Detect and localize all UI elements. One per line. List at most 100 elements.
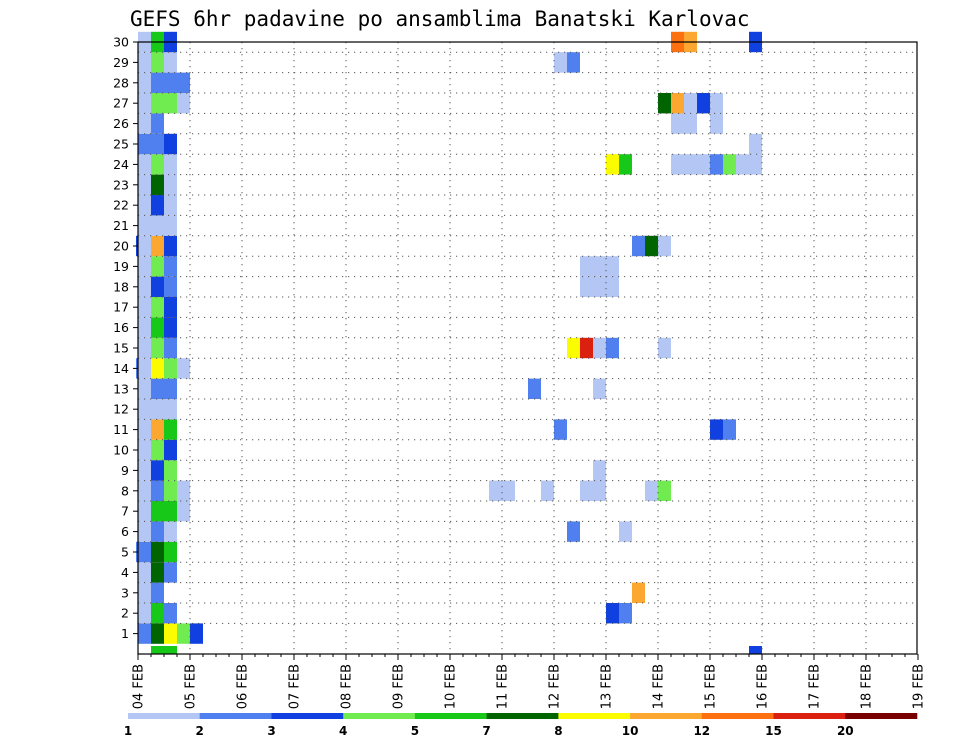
heat-cell — [138, 113, 151, 134]
y-tick-label: 15 — [113, 341, 129, 356]
heat-cell — [138, 276, 151, 297]
heat-cell — [138, 317, 151, 338]
x-tick-label: 17 FEB — [808, 664, 823, 709]
heat-cell — [138, 133, 151, 155]
y-tick-label: 26 — [113, 116, 129, 131]
heat-cell — [151, 337, 164, 359]
legend-label: 15 — [765, 724, 782, 738]
y-tick-label: 9 — [121, 463, 129, 478]
heat-cell — [164, 133, 177, 155]
y-tick-label: 5 — [121, 545, 129, 560]
legend-label: 20 — [837, 724, 854, 738]
legend-label: 7 — [482, 724, 490, 738]
heat-cell — [164, 337, 177, 359]
heat-cell — [658, 480, 671, 501]
heat-cell — [567, 337, 580, 359]
x-tick-label: 18 FEB — [860, 664, 875, 709]
heat-cell — [138, 562, 151, 583]
heat-cell — [151, 646, 164, 654]
heat-cell — [671, 93, 684, 114]
legend-swatch — [630, 713, 703, 719]
heat-cell — [151, 460, 164, 481]
heat-cell — [138, 195, 151, 216]
legend-swatch — [773, 713, 846, 719]
y-tick-label: 12 — [113, 402, 129, 417]
heat-cell — [190, 623, 203, 644]
heat-cell — [151, 358, 164, 379]
x-axis-ticks: 04 FEB 05 FEB 06 FEB 07 FEB 08 FEB 09 FEB 10 F… — [132, 654, 927, 709]
heat-cell — [177, 358, 190, 379]
heat-cell — [567, 52, 580, 73]
x-tick-label: 15 FEB — [704, 664, 719, 709]
y-tick-label: 10 — [113, 443, 129, 458]
heat-cell — [164, 154, 177, 175]
x-tick-label: 05 FEB — [184, 664, 199, 709]
y-axis-ticks: 1234567891011121314151617181920212223242… — [113, 35, 138, 641]
heat-cell — [580, 480, 593, 501]
x-tick-label: 12 FEB — [548, 664, 563, 709]
heat-cell — [151, 378, 164, 399]
heat-cell — [164, 562, 177, 583]
heat-cell — [658, 235, 671, 257]
heat-cell — [151, 154, 164, 175]
heat-cell — [164, 72, 177, 93]
heat-cell — [151, 501, 164, 522]
heat-cell — [658, 93, 671, 114]
y-tick-label: 22 — [113, 198, 129, 213]
y-tick-label: 24 — [113, 157, 129, 172]
heat-cell — [151, 562, 164, 583]
heat-cell — [723, 419, 736, 440]
y-tick-label: 3 — [121, 585, 129, 600]
heat-cell — [138, 582, 151, 603]
heat-cell — [177, 93, 190, 114]
heat-cell — [632, 235, 645, 257]
legend-label: 1 — [124, 724, 132, 738]
heat-cell — [138, 521, 151, 542]
heat-cell — [567, 521, 580, 542]
x-tick-label: 19 FEB — [912, 664, 927, 709]
chart-title: GEFS 6hr padavine po ansamblima Banatski… — [130, 7, 750, 31]
heat-cell — [580, 337, 593, 359]
heat-cell — [177, 501, 190, 522]
heat-cell — [645, 480, 658, 501]
heat-cell — [151, 582, 164, 603]
heat-cell — [619, 521, 632, 542]
heat-cell — [710, 113, 723, 134]
heat-cell — [502, 480, 515, 501]
y-tick-label: 1 — [121, 626, 129, 641]
heat-cell — [151, 235, 164, 257]
heat-cell — [151, 419, 164, 440]
plot-frame — [137, 41, 918, 655]
y-tick-label: 14 — [113, 361, 129, 376]
heat-cell — [164, 439, 177, 461]
x-tick-label: 13 FEB — [600, 664, 615, 709]
heat-cell — [151, 133, 164, 155]
heat-cell — [177, 72, 190, 93]
heat-cell — [138, 93, 151, 114]
heat-cell — [138, 480, 151, 501]
heat-cell — [593, 276, 606, 297]
y-tick-label: 19 — [113, 259, 129, 274]
heat-cell — [710, 154, 723, 175]
y-tick-label: 18 — [113, 279, 129, 294]
heat-cell — [151, 399, 164, 420]
heat-cell — [151, 276, 164, 297]
heat-cell — [580, 256, 593, 277]
x-tick-label: 09 FEB — [392, 664, 407, 709]
heat-cell — [580, 276, 593, 297]
heat-cell — [138, 154, 151, 175]
heat-cell — [593, 337, 606, 359]
legend-swatch — [701, 713, 774, 719]
heat-cell — [164, 358, 177, 379]
heat-cell — [164, 195, 177, 216]
heat-cell — [554, 419, 567, 440]
heat-cell — [151, 72, 164, 93]
heat-cell — [164, 646, 177, 654]
legend-label: 2 — [196, 724, 204, 738]
y-tick-label: 6 — [121, 524, 129, 539]
legend-label: 3 — [267, 724, 275, 738]
heat-cell — [606, 154, 619, 175]
color-legend: 1 2 3 4 5 7 8 10 12 15 20 — [124, 713, 918, 738]
y-tick-label: 7 — [121, 504, 129, 519]
heat-cell — [138, 419, 151, 440]
